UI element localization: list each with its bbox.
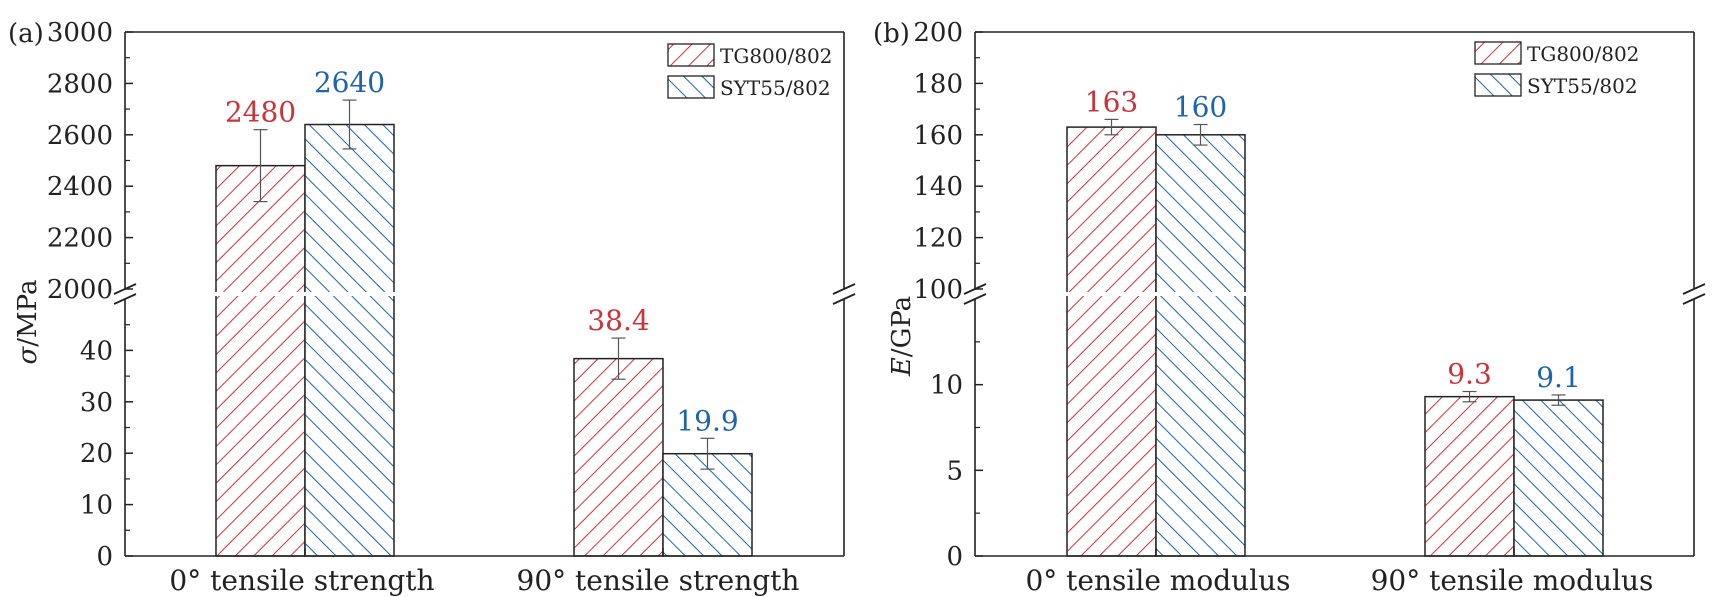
axis-break-mark: [832, 293, 856, 305]
y-tick-label: 140: [913, 172, 963, 202]
y-tick-label: 2400: [47, 172, 113, 202]
y-tick-label: 2800: [47, 69, 113, 99]
panel-label: (b): [873, 19, 910, 49]
y-tick-label: 5: [946, 456, 963, 486]
axis-break-mark: [1682, 283, 1706, 295]
axis-break-gap: [105, 292, 864, 296]
chart-panel-a: 248038.4264019.9200022002400260028003000…: [8, 18, 864, 597]
y-axis-label: σ/MPa: [13, 280, 43, 365]
data-label: 160: [1174, 91, 1227, 124]
legend-swatch: [1474, 41, 1522, 65]
x-category-label: 90° tensile strength: [517, 564, 800, 597]
bar-syt55-802-1: [662, 452, 753, 557]
legend-swatch: [1474, 73, 1522, 97]
y-tick-label: 120: [913, 224, 963, 254]
y-axis-symbol: σ: [13, 345, 43, 364]
y-tick-label: 160: [913, 121, 963, 151]
y-axis-unit: /MPa: [13, 280, 43, 347]
panel-label: (a): [8, 19, 44, 49]
data-label: 38.4: [587, 304, 649, 337]
bar-tg800-802-0: [1066, 126, 1157, 557]
y-tick-label: 20: [80, 439, 113, 469]
y-axis-label: E/GPa: [887, 296, 917, 377]
y-tick-label: 30: [80, 388, 113, 418]
y-tick-label: 0: [96, 542, 113, 572]
y-tick-label: 3000: [47, 18, 113, 48]
x-category-label: 0° tensile modulus: [1025, 564, 1290, 597]
data-label: 9.1: [1536, 361, 1581, 394]
bar-tg800-802-1: [1424, 395, 1515, 557]
y-axis-symbol: E: [887, 357, 917, 377]
axis-break-mark: [1682, 293, 1706, 305]
axis-break-mark: [963, 293, 987, 305]
data-label: 163: [1085, 85, 1138, 118]
y-tick-label: 40: [80, 336, 113, 366]
data-label: 9.3: [1447, 358, 1492, 391]
legend-label: SYT55/802: [720, 76, 831, 100]
bar-syt55-802-0: [304, 123, 395, 557]
chart-panel-b: 163 9.3 160 9.1 100 120 140 160 180 200 0 5 10 0° ten…: [873, 18, 1714, 597]
axis-break-mark: [832, 283, 856, 295]
data-label: 2480: [225, 96, 296, 129]
y-tick-label: 10: [930, 371, 963, 401]
legend-swatch: [667, 43, 715, 67]
axis-break-gap: [955, 292, 1714, 296]
axis-break-mark: [113, 293, 137, 305]
y-tick-label: 200: [913, 18, 963, 48]
y-tick-label: 10: [80, 491, 113, 521]
legend-swatch: [667, 75, 715, 99]
bar-tg800-802-0: [215, 164, 306, 557]
y-tick-label: 2600: [47, 121, 113, 151]
data-label: 2640: [314, 66, 385, 99]
legend-label: TG800/802: [720, 44, 832, 68]
bar-syt55-802-1: [1513, 399, 1604, 557]
x-category-label: 90° tensile modulus: [1371, 564, 1654, 597]
legend-label: SYT55/802: [1527, 74, 1638, 98]
y-tick-label: 2000: [47, 275, 113, 305]
y-tick-label: 100: [913, 275, 963, 305]
bar-tg800-802-1: [573, 357, 664, 557]
data-label: 19.9: [676, 404, 738, 437]
y-tick-label: 2200: [47, 224, 113, 254]
y-tick-label: 180: [913, 69, 963, 99]
x-category-label: 0° tensile strength: [169, 564, 434, 597]
y-axis-unit: /GPa: [887, 296, 917, 357]
bar-syt55-802-0: [1155, 134, 1246, 557]
legend-label: TG800/802: [1527, 42, 1639, 66]
y-tick-label: 0: [946, 542, 963, 572]
